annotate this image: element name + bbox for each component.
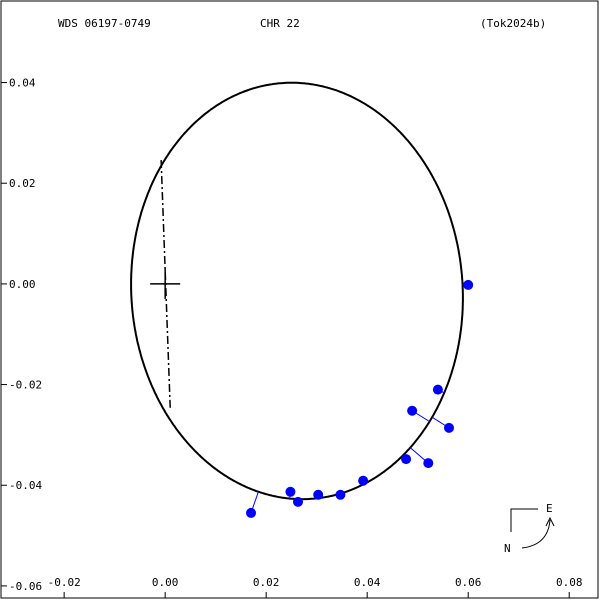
y-tick-label: -0.02 — [9, 379, 42, 392]
observation — [246, 508, 256, 518]
compass-lines — [511, 509, 538, 532]
header-ref: (Tok2024b) — [480, 17, 546, 30]
observation — [358, 476, 368, 486]
observation — [433, 385, 443, 395]
observation — [401, 454, 411, 464]
y-tick-label: 0.04 — [9, 77, 36, 90]
observation — [285, 487, 295, 497]
compass-n: N — [504, 542, 511, 555]
y-tick-label: 0.02 — [9, 177, 36, 190]
x-tick-label: 0.08 — [556, 576, 583, 589]
y-tick-label: -0.04 — [9, 479, 42, 492]
y-tick-label: 0.00 — [9, 278, 36, 291]
compass-e: E — [546, 502, 553, 515]
observation — [335, 490, 345, 500]
x-tick-label: 0.04 — [354, 576, 381, 589]
observation — [407, 406, 417, 416]
orbit — [131, 83, 463, 500]
observation — [423, 458, 433, 468]
observation — [293, 497, 303, 507]
x-tick-label: -0.02 — [48, 576, 81, 589]
x-tick-label: 0.00 — [152, 576, 179, 589]
observation — [463, 280, 473, 290]
x-tick-label: 0.02 — [253, 576, 280, 589]
header-id: WDS 06197-0749 — [58, 17, 151, 30]
observation — [444, 423, 454, 433]
header-name: CHR 22 — [260, 17, 300, 30]
observation — [313, 490, 323, 500]
y-tick-label: -0.06 — [9, 580, 42, 593]
compass-arc — [522, 520, 550, 548]
x-tick-label: 0.06 — [455, 576, 482, 589]
